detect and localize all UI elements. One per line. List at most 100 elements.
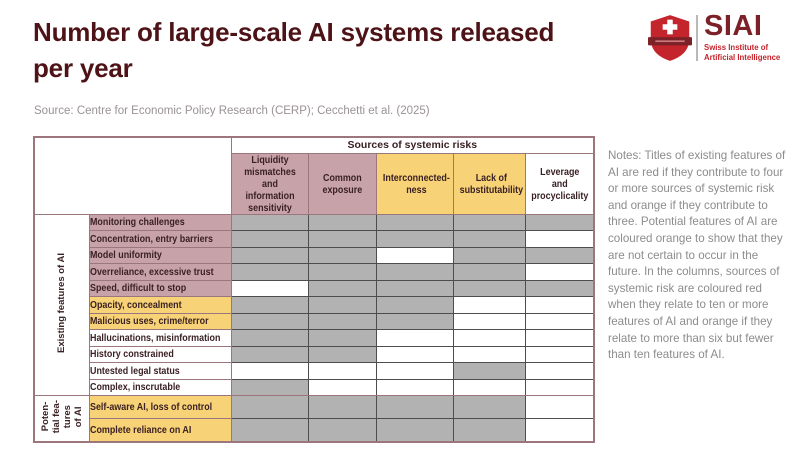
- table-row: Hallucinations, misinformation: [34, 329, 595, 347]
- row-label: Overreliance, excessive trust: [88, 263, 232, 281]
- row-label-text: Complex, inscrutable: [89, 381, 180, 394]
- matrix-cell: [524, 230, 595, 248]
- row-label: Hallucinations, misinformation: [88, 329, 232, 347]
- matrix-cell: [375, 378, 454, 396]
- matrix-cell: [524, 345, 595, 363]
- matrix-cell: [307, 296, 377, 314]
- row-label-text: Overreliance, excessive trust: [89, 265, 214, 278]
- table-row: Concentration, entry barriers: [34, 230, 595, 248]
- matrix-cell: [375, 213, 454, 231]
- matrix-cell: [524, 279, 595, 297]
- row-group-label: Existing features of AI: [33, 213, 90, 396]
- matrix-cell: [230, 395, 309, 419]
- matrix-cell: [524, 418, 595, 442]
- matrix-cell: [230, 345, 309, 363]
- table-row: History constrained: [34, 345, 595, 363]
- matrix-cell: [452, 296, 526, 314]
- matrix-cell: [375, 296, 454, 314]
- row-label: Monitoring challenges: [88, 213, 232, 231]
- row-label: Malicious uses, crime/terror: [88, 312, 232, 330]
- matrix-cell: [375, 418, 454, 442]
- row-label-text: Malicious uses, crime/terror: [89, 315, 209, 328]
- matrix-cell: [524, 263, 595, 281]
- column-header-label: Interconnected- ness: [382, 171, 450, 196]
- table-row: Complete reliance on AI: [34, 418, 595, 442]
- matrix-cell: [452, 230, 526, 248]
- matrix-cell: [452, 263, 526, 281]
- row-label-text: Self-aware AI, loss of control: [89, 401, 212, 413]
- row-label-text: Untested legal status: [89, 364, 180, 377]
- risk-table: Sources of systemic risks Liquidity misma…: [33, 136, 596, 443]
- table-body: Sources of systemic risks Liquidity misma…: [33, 136, 595, 442]
- matrix-cell: [230, 246, 309, 264]
- row-label: Complex, inscrutable: [88, 378, 232, 396]
- matrix-cell: [307, 263, 377, 281]
- matrix-cell: [524, 378, 595, 396]
- matrix-cell: [452, 279, 526, 297]
- column-header: Common exposure: [307, 152, 377, 215]
- matrix-cell: [375, 345, 454, 363]
- table-row: Poten- tial fea- tures of AI Self-aware A…: [33, 395, 595, 442]
- row-label-text: Model uniformity: [89, 249, 162, 262]
- matrix-cell: [524, 329, 595, 347]
- matrix-cell: [307, 345, 377, 363]
- matrix-cell: [524, 362, 595, 380]
- table-row: Speed, difficult to stop: [34, 279, 595, 297]
- row-label-text: Opacity, concealment: [89, 298, 182, 311]
- header-row-columns: Liquidity mismatches and information sen…: [34, 152, 595, 215]
- row-label-text: Monitoring challenges: [89, 216, 185, 229]
- row-label: Speed, difficult to stop: [88, 279, 232, 297]
- matrix-cell: [452, 418, 526, 442]
- table-row: Model uniformity: [34, 246, 595, 264]
- table-row: Existing features of AI Monitoring challe…: [33, 213, 595, 396]
- matrix-cell: [307, 362, 377, 380]
- matrix-cell: [524, 312, 595, 330]
- matrix-cell: [375, 329, 454, 347]
- matrix-cell: [452, 213, 526, 231]
- row-group-label-text: Existing features of AI: [56, 253, 68, 354]
- matrix-cell: [230, 263, 309, 281]
- matrix-cell: [230, 296, 309, 314]
- logo-acronym: SIAI: [704, 10, 763, 42]
- column-header-label: Lack of substitutability: [459, 171, 523, 196]
- matrix-cell: [375, 362, 454, 380]
- column-header: Liquidity mismatches and information sen…: [230, 152, 309, 215]
- table-row: Malicious uses, crime/terror: [34, 312, 595, 330]
- sources-of-systemic-risks-header: Sources of systemic risks: [230, 136, 595, 154]
- matrix-cell: [307, 279, 377, 297]
- column-header-label: Liquidity mismatches and information sen…: [243, 153, 296, 214]
- matrix-cell: [375, 395, 454, 419]
- matrix-cell: [307, 312, 377, 330]
- column-header: Leverage and procyclicality: [524, 152, 595, 215]
- matrix-cell: [375, 279, 454, 297]
- matrix-cell: [230, 329, 309, 347]
- logo-subtitle: Swiss Institute of Artificial Intelligen…: [704, 43, 781, 63]
- table-row: Complex, inscrutable: [34, 378, 595, 396]
- matrix-cell: [307, 418, 377, 442]
- matrix-cell: [307, 329, 377, 347]
- matrix-cell: [452, 345, 526, 363]
- matrix-cell: [307, 230, 377, 248]
- matrix-cell: [230, 378, 309, 396]
- matrix-cell: [452, 312, 526, 330]
- siai-logo: SIAI Swiss Institute of Artificial Intel…: [648, 12, 780, 63]
- header-row-group: Sources of systemic risks: [33, 136, 595, 215]
- row-label-text: Hallucinations, misinformation: [89, 331, 220, 344]
- matrix-cell: [524, 296, 595, 314]
- column-header: Interconnected- ness: [375, 152, 454, 215]
- logo-text: SIAI Swiss Institute of Artificial Intel…: [704, 12, 780, 63]
- row-label-text: Concentration, entry barriers: [89, 232, 213, 245]
- row-label-text: History constrained: [89, 348, 174, 361]
- matrix-cell: [524, 395, 595, 419]
- row-label-text: Complete reliance on AI: [89, 423, 191, 436]
- matrix-cell: [524, 246, 595, 264]
- table-corner: [33, 136, 232, 215]
- matrix-cell: [452, 329, 526, 347]
- row-label: History constrained: [88, 345, 232, 363]
- table-row: Overreliance, excessive trust: [34, 263, 595, 281]
- matrix-cell: [307, 378, 377, 396]
- notes-text: Notes: Titles of existing features of AI…: [608, 149, 786, 362]
- matrix-cell: [452, 378, 526, 396]
- row-label: Concentration, entry barriers: [88, 230, 232, 248]
